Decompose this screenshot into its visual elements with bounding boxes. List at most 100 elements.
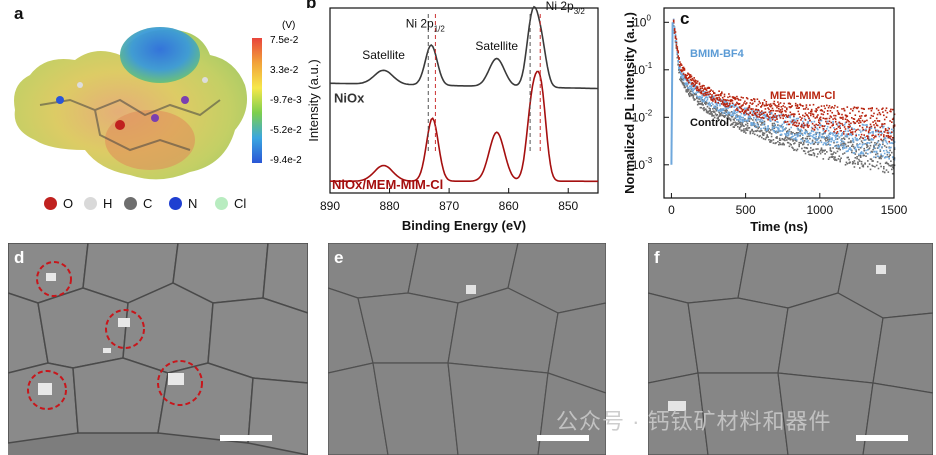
data-point bbox=[728, 93, 730, 95]
data-point bbox=[836, 145, 839, 147]
data-point bbox=[748, 104, 751, 107]
data-point bbox=[878, 120, 881, 122]
data-point bbox=[831, 137, 833, 139]
data-point bbox=[837, 126, 840, 128]
data-point bbox=[820, 113, 823, 115]
data-point bbox=[746, 125, 749, 127]
data-point bbox=[801, 117, 803, 119]
data-point bbox=[845, 121, 848, 123]
data-point bbox=[728, 117, 730, 119]
data-point bbox=[709, 93, 711, 95]
data-point bbox=[784, 121, 786, 123]
data-point bbox=[696, 86, 699, 88]
data-point bbox=[843, 146, 845, 148]
data-point bbox=[721, 103, 723, 105]
data-point bbox=[870, 127, 873, 130]
data-point bbox=[722, 103, 725, 105]
data-point bbox=[833, 114, 835, 117]
data-point bbox=[691, 84, 694, 86]
sem-image-f bbox=[648, 243, 933, 455]
data-point bbox=[758, 135, 760, 138]
data-point bbox=[860, 107, 863, 110]
data-point bbox=[733, 126, 735, 128]
data-point bbox=[875, 153, 877, 156]
data-point bbox=[710, 111, 712, 113]
data-point bbox=[736, 95, 738, 98]
data-point bbox=[873, 144, 875, 147]
data-point bbox=[833, 127, 835, 129]
data-point bbox=[841, 142, 843, 145]
data-point bbox=[867, 148, 870, 151]
data-point bbox=[753, 123, 755, 125]
data-point bbox=[824, 149, 826, 151]
data-point bbox=[820, 141, 823, 144]
data-point bbox=[810, 135, 812, 137]
data-point bbox=[891, 137, 894, 139]
data-point bbox=[843, 137, 845, 139]
data-point bbox=[769, 116, 771, 118]
data-point bbox=[888, 135, 890, 138]
data-point bbox=[753, 121, 755, 124]
data-point bbox=[817, 153, 819, 155]
data-point bbox=[867, 135, 869, 137]
data-point bbox=[696, 97, 698, 100]
data-point bbox=[878, 143, 881, 146]
data-point bbox=[771, 116, 774, 118]
data-point bbox=[675, 43, 678, 46]
data-point bbox=[805, 141, 808, 143]
data-point bbox=[863, 147, 865, 150]
data-point bbox=[698, 82, 701, 84]
data-point bbox=[737, 120, 740, 122]
data-point bbox=[797, 135, 800, 137]
data-point bbox=[835, 132, 838, 134]
legend-swatch bbox=[44, 197, 57, 210]
data-point bbox=[699, 106, 702, 109]
series-line-niox bbox=[329, 5, 598, 90]
data-point bbox=[833, 130, 835, 133]
data-point bbox=[800, 128, 802, 131]
data-point bbox=[778, 105, 780, 108]
data-point bbox=[835, 134, 838, 136]
data-point bbox=[678, 66, 680, 68]
data-point bbox=[826, 104, 828, 107]
data-point bbox=[764, 126, 767, 128]
data-point bbox=[713, 115, 715, 117]
data-point bbox=[779, 139, 782, 141]
data-point bbox=[729, 102, 731, 105]
data-point bbox=[679, 78, 681, 81]
data-point bbox=[705, 91, 708, 94]
data-point bbox=[891, 166, 894, 168]
data-point bbox=[829, 110, 832, 112]
data-point bbox=[879, 144, 882, 146]
data-point bbox=[712, 114, 714, 117]
data-point bbox=[829, 149, 832, 152]
data-point bbox=[794, 121, 796, 124]
data-point bbox=[865, 138, 867, 141]
data-point bbox=[712, 100, 714, 102]
data-point bbox=[876, 124, 879, 127]
data-point bbox=[703, 109, 705, 112]
data-point bbox=[727, 116, 729, 118]
data-point bbox=[711, 94, 713, 96]
data-point bbox=[739, 107, 742, 109]
data-point bbox=[823, 150, 825, 152]
data-point bbox=[890, 135, 892, 138]
data-point bbox=[759, 119, 761, 121]
data-point bbox=[873, 137, 875, 139]
data-point bbox=[887, 156, 890, 158]
data-point bbox=[845, 145, 848, 148]
data-point bbox=[720, 94, 722, 97]
data-point bbox=[835, 135, 838, 137]
data-point bbox=[746, 122, 749, 125]
data-point bbox=[695, 87, 697, 90]
data-point bbox=[881, 132, 883, 135]
data-point bbox=[742, 117, 744, 119]
data-point bbox=[882, 107, 884, 110]
data-point bbox=[692, 83, 695, 85]
data-point bbox=[679, 65, 681, 67]
data-point bbox=[715, 114, 718, 117]
data-point bbox=[882, 126, 884, 129]
data-point bbox=[749, 111, 752, 114]
data-point bbox=[800, 104, 802, 107]
data-point bbox=[810, 114, 812, 117]
